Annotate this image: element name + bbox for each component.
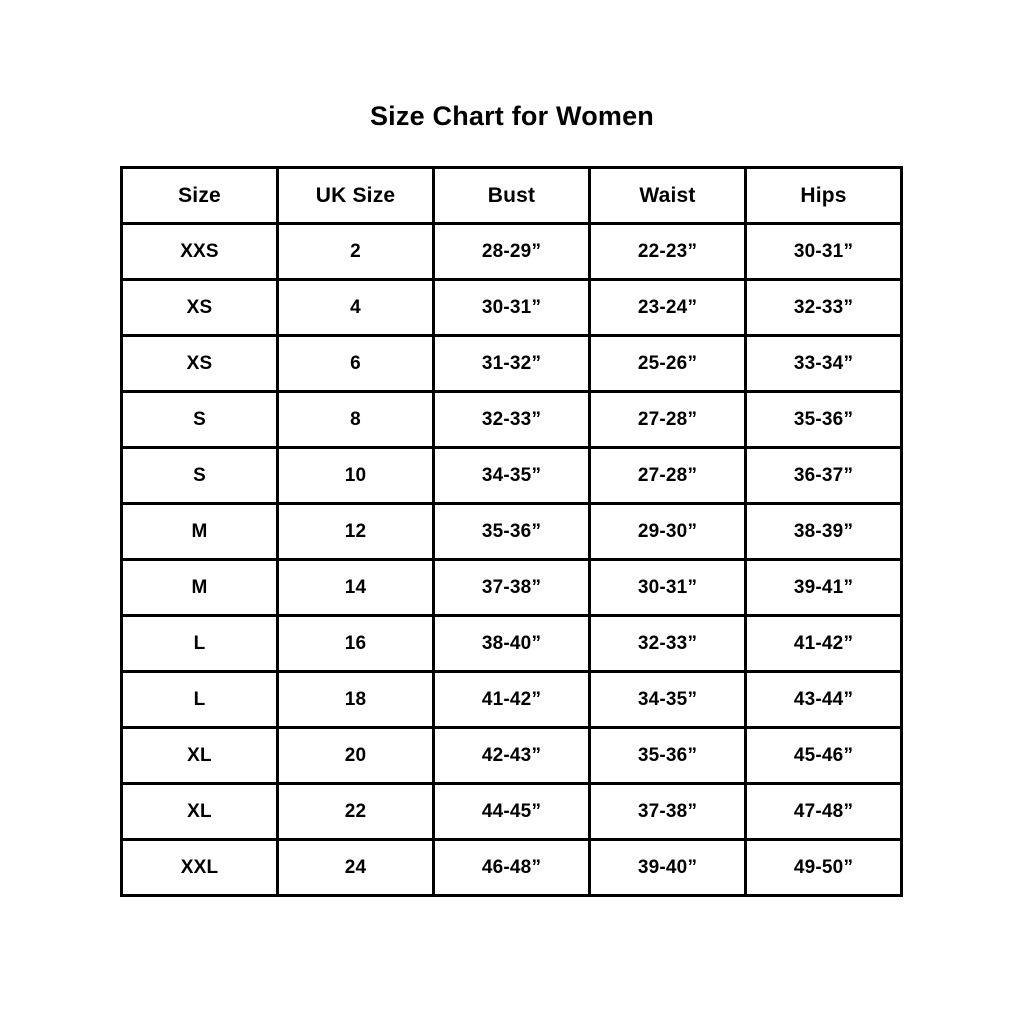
cell-hips: 35-36” [744, 390, 903, 449]
cell-hips: 47-48” [744, 782, 903, 841]
table-row: S 8 32-33” 27-28” 35-36” [120, 390, 903, 449]
cell-waist: 27-28” [588, 446, 747, 505]
cell-uk-size: 6 [276, 334, 435, 393]
cell-size: XS [120, 278, 279, 337]
cell-uk-size: 18 [276, 670, 435, 729]
cell-bust: 30-31” [432, 278, 591, 337]
cell-waist: 25-26” [588, 334, 747, 393]
cell-uk-size: 4 [276, 278, 435, 337]
table-row: M 14 37-38” 30-31” 39-41” [120, 558, 903, 617]
size-chart-container: Size UK Size Bust Waist Hips XXS 2 28-29” 22-23… [120, 166, 903, 897]
cell-bust: 41-42” [432, 670, 591, 729]
cell-hips: 30-31” [744, 222, 903, 281]
cell-size: L [120, 670, 279, 729]
cell-size: XL [120, 726, 279, 785]
column-header-waist: Waist [588, 166, 747, 225]
cell-uk-size: 20 [276, 726, 435, 785]
cell-waist: 23-24” [588, 278, 747, 337]
cell-hips: 32-33” [744, 278, 903, 337]
column-header-bust: Bust [432, 166, 591, 225]
cell-uk-size: 14 [276, 558, 435, 617]
column-header-hips: Hips [744, 166, 903, 225]
cell-size: M [120, 558, 279, 617]
table-row: XXL 24 46-48” 39-40” 49-50” [120, 838, 903, 897]
cell-hips: 38-39” [744, 502, 903, 561]
cell-size: S [120, 446, 279, 505]
column-header-size: Size [120, 166, 279, 225]
table-row: M 12 35-36” 29-30” 38-39” [120, 502, 903, 561]
cell-bust: 46-48” [432, 838, 591, 897]
table-row: XXS 2 28-29” 22-23” 30-31” [120, 222, 903, 281]
cell-waist: 22-23” [588, 222, 747, 281]
cell-uk-size: 2 [276, 222, 435, 281]
cell-bust: 31-32” [432, 334, 591, 393]
cell-uk-size: 10 [276, 446, 435, 505]
cell-waist: 27-28” [588, 390, 747, 449]
cell-hips: 45-46” [744, 726, 903, 785]
cell-waist: 30-31” [588, 558, 747, 617]
cell-waist: 29-30” [588, 502, 747, 561]
cell-hips: 36-37” [744, 446, 903, 505]
table-row: XL 22 44-45” 37-38” 47-48” [120, 782, 903, 841]
cell-waist: 35-36” [588, 726, 747, 785]
column-header-uk-size: UK Size [276, 166, 435, 225]
cell-waist: 39-40” [588, 838, 747, 897]
table-row: L 18 41-42” 34-35” 43-44” [120, 670, 903, 729]
cell-bust: 44-45” [432, 782, 591, 841]
cell-uk-size: 22 [276, 782, 435, 841]
cell-bust: 42-43” [432, 726, 591, 785]
cell-size: S [120, 390, 279, 449]
table-header: Size UK Size Bust Waist Hips [120, 166, 903, 225]
cell-hips: 39-41” [744, 558, 903, 617]
cell-bust: 35-36” [432, 502, 591, 561]
table-header-row: Size UK Size Bust Waist Hips [120, 166, 903, 225]
cell-size: XXS [120, 222, 279, 281]
table-body: XXS 2 28-29” 22-23” 30-31” XS 4 30-31” 23-24” 32-… [120, 222, 903, 897]
cell-uk-size: 12 [276, 502, 435, 561]
cell-hips: 41-42” [744, 614, 903, 673]
table-row: XS 6 31-32” 25-26” 33-34” [120, 334, 903, 393]
table-row: S 10 34-35” 27-28” 36-37” [120, 446, 903, 505]
cell-uk-size: 8 [276, 390, 435, 449]
cell-bust: 28-29” [432, 222, 591, 281]
cell-hips: 43-44” [744, 670, 903, 729]
cell-hips: 33-34” [744, 334, 903, 393]
women-size-chart-table: Size UK Size Bust Waist Hips XXS 2 28-29” 22-23… [120, 166, 903, 897]
cell-uk-size: 16 [276, 614, 435, 673]
cell-size: XXL [120, 838, 279, 897]
cell-bust: 34-35” [432, 446, 591, 505]
cell-uk-size: 24 [276, 838, 435, 897]
cell-hips: 49-50” [744, 838, 903, 897]
table-row: XS 4 30-31” 23-24” 32-33” [120, 278, 903, 337]
cell-size: L [120, 614, 279, 673]
cell-size: M [120, 502, 279, 561]
cell-size: XS [120, 334, 279, 393]
cell-bust: 38-40” [432, 614, 591, 673]
cell-waist: 32-33” [588, 614, 747, 673]
page-title: Size Chart for Women [369, 101, 655, 131]
table-row: XL 20 42-43” 35-36” 45-46” [120, 726, 903, 785]
table-row: L 16 38-40” 32-33” 41-42” [120, 614, 903, 673]
cell-bust: 32-33” [432, 390, 591, 449]
cell-bust: 37-38” [432, 558, 591, 617]
cell-waist: 37-38” [588, 782, 747, 841]
cell-size: XL [120, 782, 279, 841]
cell-waist: 34-35” [588, 670, 747, 729]
